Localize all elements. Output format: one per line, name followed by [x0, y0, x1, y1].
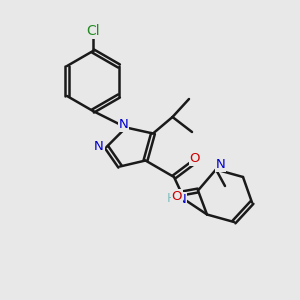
Text: O: O: [190, 152, 200, 166]
Text: Cl: Cl: [86, 25, 100, 38]
Text: N: N: [216, 158, 225, 172]
Text: N: N: [177, 193, 186, 206]
Text: O: O: [172, 190, 182, 203]
Text: H: H: [166, 191, 176, 205]
Text: N: N: [119, 118, 128, 131]
Text: N: N: [94, 140, 104, 154]
